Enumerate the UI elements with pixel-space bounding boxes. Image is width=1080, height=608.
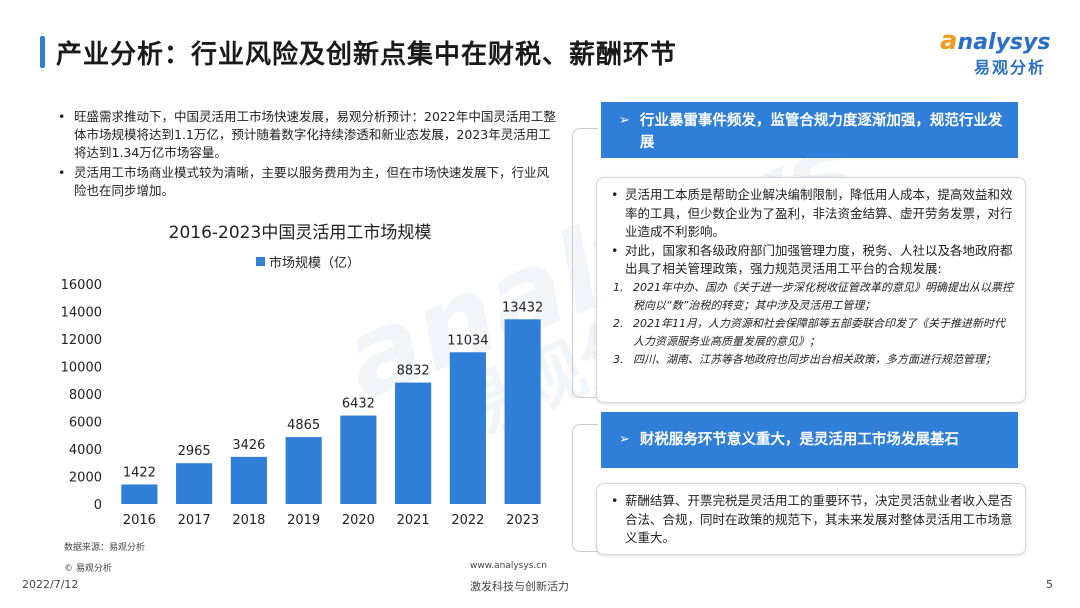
bar-2017	[176, 463, 213, 504]
policy-text: 2021年中办、国办《关于进一步深化税收征管改革的意见》明确提出从以票控税向以“…	[633, 280, 1013, 312]
left-bullet-item: 灵活用工市场商业模式较为清晰，主要以服务费用为主，但在市场快速发展下，行业风险也…	[58, 164, 558, 200]
chart-legend: 市场规模（亿）	[256, 252, 360, 271]
y-tick-label: 16000	[61, 278, 102, 293]
legend-label: 市场规模（亿）	[269, 256, 361, 271]
copyright: © 易观分析	[64, 564, 112, 574]
bar-2020	[340, 415, 377, 504]
y-tick-label: 10000	[61, 361, 102, 376]
data-label-2019: 4865	[287, 418, 320, 433]
policy-text: 2021年11月，人力资源和社会保障部等五部委联合印发了《关于推进新时代人力资源…	[633, 316, 1005, 348]
data-label-2018: 3426	[232, 438, 265, 453]
policy-number: 1.	[613, 280, 624, 294]
y-tick-label: 0	[94, 498, 102, 513]
policy-number: 2.	[613, 316, 624, 330]
x-tick-label-2021: 2021	[397, 513, 430, 528]
data-label-2016: 1422	[123, 465, 156, 480]
bar-2018	[230, 456, 267, 504]
policy-item: 2. 2021年11月，人力资源和社会保障部等五部委联合印发了《关于推进新时代人力…	[613, 315, 1013, 351]
website-link[interactable]: www.analysys.cn	[470, 561, 547, 571]
risk-bullet-item: 对此，国家和各级政府部门加强管理力度，税务、人社以及各地政府都出具了相关管理政策…	[611, 242, 1013, 279]
page-number: 5	[1046, 578, 1053, 591]
x-tick-label-2020: 2020	[342, 513, 375, 528]
finance-heading-box: ➢ 财税服务环节意义重大，是灵活用工市场发展基石	[601, 412, 1018, 468]
analysys-logo: analysys 易观分析	[940, 26, 1060, 78]
x-tick-label-2018: 2018	[232, 513, 265, 528]
data-label-2022: 11034	[447, 333, 488, 348]
x-tick-label-2016: 2016	[123, 513, 156, 528]
risk-bullet-item: 灵活用工本质是帮助企业解决编制限制，降低用人成本，提高效益和效率的工具，但少数企…	[611, 186, 1013, 242]
data-label-2021: 8832	[397, 364, 430, 379]
y-tick-label: 4000	[69, 443, 102, 458]
right-bracket-top	[572, 128, 598, 398]
policy-number: 3.	[613, 352, 624, 366]
data-label-2017: 2965	[178, 444, 211, 459]
logo-chinese: 易观分析	[974, 58, 1047, 77]
title-accent-bar	[40, 36, 45, 68]
risk-bullet-list: 灵活用工本质是帮助企业解决编制限制，降低用人成本，提高效益和效率的工具，但少数企…	[611, 186, 1013, 279]
x-tick-label-2022: 2022	[451, 513, 484, 528]
bar-2021	[395, 382, 432, 504]
policy-item: 3. 四川、湖南、江苏等各地政府也同步出台相关政策，多方面进行规范管理；	[613, 351, 1013, 369]
finance-heading-text: 财税服务环节意义重大，是灵活用工市场发展基石	[639, 432, 959, 448]
x-tick-label-2023: 2023	[506, 513, 539, 528]
logo-english-rest: nalysys	[957, 30, 1051, 55]
bar-2016	[121, 484, 158, 504]
bar-2023	[504, 319, 541, 504]
finance-bullet-list: 薪酬结算、开票完税是灵活用工的重要环节，决定灵活就业者收入是否合法、合规，同时在…	[611, 492, 1013, 548]
data-label-2020: 6432	[342, 397, 375, 412]
finance-detail-box: 薪酬结算、开票完税是灵活用工的重要环节，决定灵活就业者收入是否合法、合规，同时在…	[596, 483, 1026, 555]
chart-title: 2016-2023中国灵活用工市场规模	[168, 223, 432, 243]
page-title: 产业分析：行业风险及创新点集中在财税、薪酬环节	[56, 40, 678, 70]
risk-detail-box: 灵活用工本质是帮助企业解决编制限制，降低用人成本，提高效益和效率的工具，但少数企…	[596, 177, 1026, 403]
left-bullet-item: 旺盛需求推动下，中国灵活用工市场快速发展，易观分析预计：2022年中国灵活用工整…	[58, 108, 558, 162]
risk-heading-text: 行业暴雷事件频发，监管合规力度逐渐加强，规范行业发展	[639, 113, 1003, 151]
legend-swatch	[256, 257, 265, 266]
arrow-icon: ➢	[619, 432, 630, 447]
x-tick-label-2017: 2017	[178, 513, 211, 528]
y-tick-label: 8000	[69, 388, 102, 403]
logo-a-mark: a	[940, 26, 958, 56]
policy-text: 四川、湖南、江苏等各地政府也同步出台相关政策，多方面进行规范管理；	[633, 352, 996, 366]
bar-2022	[449, 352, 486, 504]
y-tick-label: 2000	[69, 471, 102, 486]
data-label-2023: 13432	[502, 300, 543, 315]
right-bracket-bottom	[572, 424, 598, 552]
finance-bullet-item: 薪酬结算、开票完税是灵活用工的重要环节，决定灵活就业者收入是否合法、合规，同时在…	[611, 492, 1013, 548]
bar-chart: 0 2000 4000 6000 8000 10000 12000 14000 16000 142…	[61, 278, 544, 528]
y-tick-label: 12000	[61, 333, 102, 348]
data-source: 数据来源：易观分析	[64, 543, 146, 553]
left-bullet-list: 旺盛需求推动下，中国灵活用工市场快速发展，易观分析预计：2022年中国灵活用工整…	[58, 108, 558, 202]
arrow-icon: ➢	[619, 113, 630, 128]
y-tick-label: 14000	[61, 306, 102, 321]
bar-2019	[285, 437, 322, 504]
policy-item: 1. 2021年中办、国办《关于进一步深化税收征管改革的意见》明确提出从以票控税向…	[613, 279, 1013, 315]
footer-slogan: 激发科技与创新活力	[470, 580, 569, 593]
footer-date: 2022/7/12	[22, 578, 79, 591]
x-tick-label-2019: 2019	[287, 513, 320, 528]
y-tick-label: 6000	[69, 416, 102, 431]
policy-numbered-list: 1. 2021年中办、国办《关于进一步深化税收征管改革的意见》明确提出从以票控税向…	[613, 279, 1013, 369]
logo-english: analysys	[940, 26, 1050, 56]
risk-heading-box: ➢ 行业暴雷事件频发，监管合规力度逐渐加强，规范行业发展	[601, 102, 1018, 158]
